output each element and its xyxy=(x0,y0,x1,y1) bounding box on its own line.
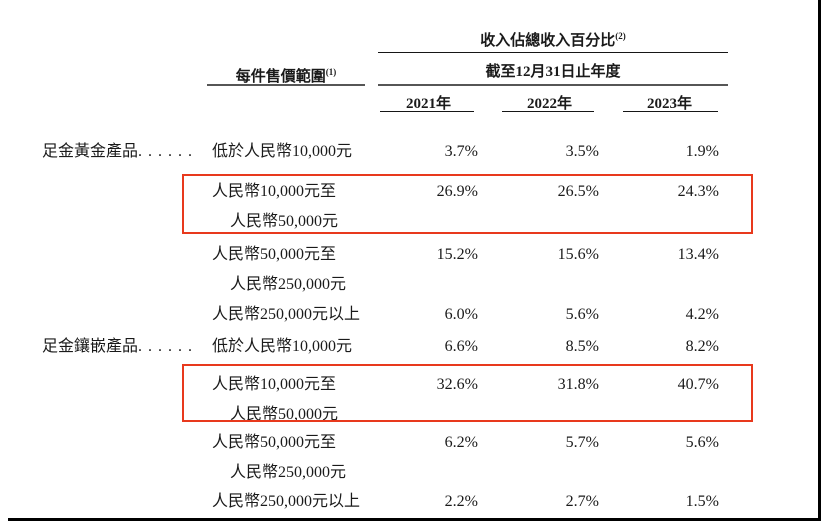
column-header-2023: 2023年 xyxy=(646,96,692,112)
value-2021: 6.6% xyxy=(444,338,478,355)
value-2023: 40.7% xyxy=(677,376,719,393)
price-range-label: 每件售價範圍 xyxy=(235,69,326,85)
highlight-box-gold-10k-50k xyxy=(182,174,753,234)
category-label: 足金鑲嵌產品. . . . . . xyxy=(42,338,194,355)
value-2023: 8.2% xyxy=(685,338,719,355)
value-2023: 1.9% xyxy=(685,143,719,160)
footnote-marker-2: (2) xyxy=(615,31,626,41)
value-2023: 13.4% xyxy=(677,246,719,263)
value-2021: 32.6% xyxy=(436,376,478,393)
price-range-cell: 人民幣250,000元以上 xyxy=(212,306,361,323)
value-2022: 31.8% xyxy=(557,376,599,393)
value-2022: 5.6% xyxy=(565,306,599,323)
leader-dots: . . . . . . xyxy=(138,143,194,160)
value-2022: 8.5% xyxy=(565,338,599,355)
price-range-cell: 人民幣10,000元至 人民幣50,000元 xyxy=(212,376,339,423)
price-range-cell: 人民幣50,000元至 人民幣250,000元 xyxy=(212,434,347,481)
value-2022: 5.7% xyxy=(565,434,599,451)
price-range-cell: 人民幣50,000元至 人民幣250,000元 xyxy=(212,246,347,293)
rule-under-2023 xyxy=(623,111,718,112)
category-label: 足金黃金產品. . . . . . xyxy=(42,143,194,160)
value-2022: 2.7% xyxy=(565,493,599,510)
price-range-cell: 人民幣10,000元至 人民幣50,000元 xyxy=(212,183,339,230)
column-header-2021: 2021年 xyxy=(405,96,451,112)
value-2023: 24.3% xyxy=(677,183,719,200)
column-header-price-range: 每件售價範圍(1) xyxy=(207,63,365,86)
value-2023: 4.2% xyxy=(685,306,719,323)
value-2021: 6.0% xyxy=(444,306,478,323)
value-2023: 1.5% xyxy=(685,493,719,510)
value-2021: 15.2% xyxy=(436,246,478,263)
page-edge-bottom xyxy=(8,518,821,521)
column-group-header-period: 截至12月31日止年度 xyxy=(485,64,621,80)
value-2021: 2.2% xyxy=(444,493,478,510)
highlight-box-inlaid-10k-50k xyxy=(182,364,753,422)
rule-under-2021 xyxy=(380,111,474,112)
value-2022: 15.6% xyxy=(557,246,599,263)
price-range-cell: 低於人民幣10,000元 xyxy=(212,338,353,355)
value-2022: 26.5% xyxy=(557,183,599,200)
column-group-header-revenue-pct: 收入佔總收入百分比(2) xyxy=(378,27,728,50)
leader-dots: . . . . . . xyxy=(138,338,194,355)
value-2022: 3.5% xyxy=(565,143,599,160)
rule-under-price-range xyxy=(207,84,365,86)
value-2021: 6.2% xyxy=(444,434,478,451)
value-2023: 5.6% xyxy=(685,434,719,451)
footnote-marker-1: (1) xyxy=(325,67,337,77)
rule-under-2022 xyxy=(502,111,594,112)
value-2021: 3.7% xyxy=(444,143,478,160)
column-header-2022: 2022年 xyxy=(526,96,572,112)
rule-under-revenue-pct xyxy=(378,52,728,53)
value-2021: 26.9% xyxy=(436,183,478,200)
rule-under-period xyxy=(378,84,728,86)
page-edge-right xyxy=(818,0,821,520)
revenue-pct-label: 收入佔總收入百分比 xyxy=(480,33,616,49)
price-range-cell: 低於人民幣10,000元 xyxy=(212,143,353,160)
price-range-cell: 人民幣250,000元以上 xyxy=(212,493,361,510)
